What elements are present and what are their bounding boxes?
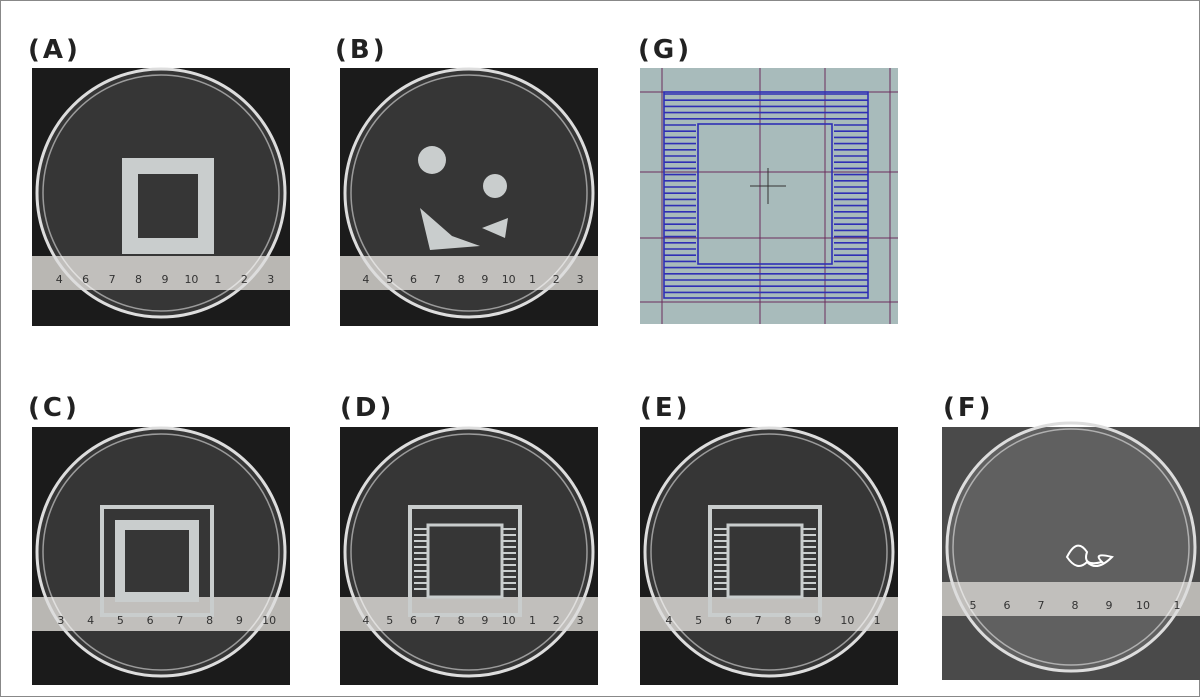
- panel: 5 6 7 8 9 10 1: [942, 423, 1200, 680]
- panel: [640, 68, 898, 324]
- panel-label: (C): [28, 393, 80, 423]
- ruler-number: 8: [135, 273, 142, 286]
- ruler-number: 8: [458, 614, 465, 627]
- petri-dish: [345, 428, 593, 676]
- ruler-number: 9: [1106, 599, 1113, 612]
- ruler-number: 3: [577, 273, 584, 286]
- ruler-number: 4: [362, 273, 369, 286]
- ruler-number: 1: [1174, 599, 1181, 612]
- ruler-number: 7: [109, 273, 116, 286]
- ruler-number: 9: [814, 614, 821, 627]
- ruler-number: 3: [57, 614, 64, 627]
- panel-label: (G): [638, 35, 692, 65]
- petri-dish: [645, 428, 893, 676]
- ruler-number: 2: [241, 273, 248, 286]
- ruler-number: 3: [577, 614, 584, 627]
- ruler-number: 4: [362, 614, 369, 627]
- ruler-number: 10: [1136, 599, 1150, 612]
- ruler-number: 2: [553, 614, 560, 627]
- ruler-number: 10: [184, 273, 198, 286]
- ruler-number: 6: [410, 273, 417, 286]
- ruler-number: 10: [502, 614, 516, 627]
- ruler-number: 8: [1072, 599, 1079, 612]
- blob: [418, 146, 446, 174]
- figure: (A) 4 6 7 8 9 10 1 2 3 (B) 4 5 6 7 8 9 10 1 2 3 (G) (C) 3 4 5 6 7 8 9…: [0, 0, 1200, 697]
- panel-label: (F): [943, 393, 994, 423]
- ruler-number: 5: [695, 614, 702, 627]
- ruler-number: 6: [1004, 599, 1011, 612]
- petri-dish: [37, 428, 285, 676]
- ruler-number: 7: [434, 614, 441, 627]
- ruler-number: 6: [147, 614, 154, 627]
- ruler-number: 3: [267, 273, 274, 286]
- ruler-number: 1: [529, 273, 536, 286]
- ruler-number: 7: [755, 614, 762, 627]
- ruler-number: 8: [784, 614, 791, 627]
- ruler-number: 5: [970, 599, 977, 612]
- panel: 3 4 5 6 7 8 9 10: [32, 427, 290, 685]
- petri-dish: [947, 423, 1195, 671]
- ruler-number: 2: [553, 273, 560, 286]
- panel-label: (E): [640, 393, 691, 423]
- ruler-number: 6: [82, 273, 89, 286]
- ruler-number: 4: [87, 614, 94, 627]
- ruler-number: 5: [117, 614, 124, 627]
- ruler-number: 9: [236, 614, 243, 627]
- ruler-number: 10: [840, 614, 854, 627]
- panel-label: (A): [28, 35, 81, 65]
- panel: 4 6 7 8 9 10 1 2 3: [32, 68, 290, 326]
- panel: 4 5 6 7 8 9 10 1: [640, 427, 898, 685]
- ruler-number: 6: [725, 614, 732, 627]
- ruler-number: 10: [262, 614, 276, 627]
- ruler-number: 5: [386, 614, 393, 627]
- panel-label: (B): [335, 35, 388, 65]
- ruler-number: 9: [162, 273, 169, 286]
- ruler-number: 7: [176, 614, 183, 627]
- ruler-number: 5: [386, 273, 393, 286]
- ruler-number: 7: [434, 273, 441, 286]
- ruler-number: 8: [458, 273, 465, 286]
- panel-label: (D): [340, 393, 394, 423]
- ruler-number: 1: [874, 614, 881, 627]
- ruler-number: 4: [56, 273, 63, 286]
- ruler-number: 1: [529, 614, 536, 627]
- ruler-number: 1: [214, 273, 221, 286]
- ruler-number: 9: [481, 273, 488, 286]
- panel: 4 5 6 7 8 9 10 1 2 3: [340, 68, 598, 326]
- ruler-number: 7: [1038, 599, 1045, 612]
- ruler-number: 8: [206, 614, 213, 627]
- ruler-number: 10: [502, 273, 516, 286]
- ruler-number: 4: [665, 614, 672, 627]
- ruler-number: 6: [410, 614, 417, 627]
- ruler-number: 9: [481, 614, 488, 627]
- blob: [483, 174, 507, 198]
- panel: 4 5 6 7 8 9 10 1 2 3: [340, 427, 598, 685]
